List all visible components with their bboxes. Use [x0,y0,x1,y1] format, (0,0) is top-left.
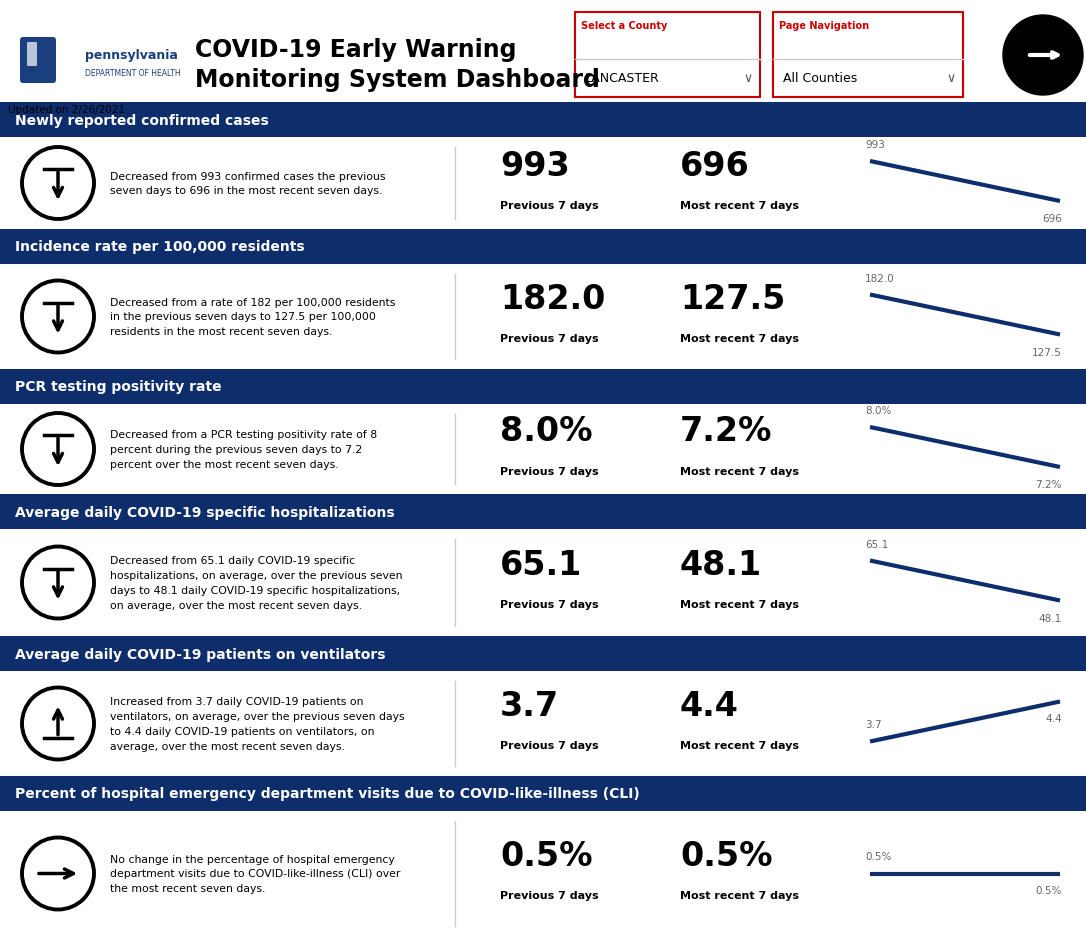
Text: ∨: ∨ [744,72,753,85]
Text: Most recent 7 days: Most recent 7 days [680,334,799,344]
Text: Most recent 7 days: Most recent 7 days [680,890,799,900]
Text: 696: 696 [680,150,749,183]
Text: 127.5: 127.5 [1032,347,1062,358]
Text: 7.2%: 7.2% [1035,479,1062,490]
Text: Decreased from 65.1 daily COVID-19 specific
hospitalizations, on average, over t: Decreased from 65.1 daily COVID-19 speci… [110,556,403,610]
Text: Previous 7 days: Previous 7 days [500,890,598,900]
Text: 0.5%: 0.5% [500,839,593,872]
FancyBboxPatch shape [0,103,1086,138]
Text: ∨: ∨ [946,72,956,85]
Text: 4.4: 4.4 [680,689,738,723]
FancyBboxPatch shape [0,138,1086,229]
Text: Increased from 3.7 daily COVID-19 patients on
ventilators, on average, over the : Increased from 3.7 daily COVID-19 patien… [110,696,405,751]
Text: Most recent 7 days: Most recent 7 days [680,600,799,610]
Text: 993: 993 [866,139,885,150]
FancyBboxPatch shape [0,229,1086,265]
Circle shape [22,688,94,760]
Text: Updated on 2/26/2021: Updated on 2/26/2021 [8,105,125,115]
Text: 0.5%: 0.5% [1036,885,1062,896]
Text: 7.2%: 7.2% [680,415,772,448]
Text: 127.5: 127.5 [680,283,785,315]
Circle shape [1003,16,1083,95]
Text: 182.0: 182.0 [866,273,895,284]
Text: All Counties: All Counties [783,72,857,85]
Text: 65.1: 65.1 [866,539,888,548]
Text: COVID-19 Early Warning
Monitoring System Dashboard: COVID-19 Early Warning Monitoring System… [195,37,599,93]
FancyBboxPatch shape [0,494,1086,530]
FancyBboxPatch shape [0,776,1086,812]
Text: Most recent 7 days: Most recent 7 days [680,740,799,751]
Circle shape [22,281,94,353]
Text: LANCASTER: LANCASTER [585,72,660,85]
FancyBboxPatch shape [0,636,1086,671]
Text: 4.4: 4.4 [1046,714,1062,724]
Text: pennsylvania: pennsylvania [85,49,178,62]
FancyBboxPatch shape [0,671,1086,776]
Text: Most recent 7 days: Most recent 7 days [680,201,799,211]
Text: 3.7: 3.7 [500,689,559,723]
Text: Newly reported confirmed cases: Newly reported confirmed cases [15,113,268,127]
Text: Decreased from 993 confirmed cases the previous
seven days to 696 in the most re: Decreased from 993 confirmed cases the p… [110,171,386,197]
Text: DEPARTMENT OF HEALTH: DEPARTMENT OF HEALTH [85,68,180,78]
Circle shape [22,148,94,220]
FancyBboxPatch shape [0,265,1086,370]
FancyBboxPatch shape [0,812,1086,936]
FancyBboxPatch shape [0,404,1086,494]
Circle shape [22,547,94,619]
Text: Select a County: Select a County [581,21,668,31]
Text: 0.5%: 0.5% [680,839,772,872]
Text: 65.1: 65.1 [500,548,582,581]
Text: Average daily COVID-19 specific hospitalizations: Average daily COVID-19 specific hospital… [15,505,394,519]
FancyBboxPatch shape [574,13,760,98]
Circle shape [22,838,94,910]
FancyBboxPatch shape [773,13,963,98]
Text: Previous 7 days: Previous 7 days [500,740,598,751]
Text: Incidence rate per 100,000 residents: Incidence rate per 100,000 residents [15,241,305,255]
Text: Previous 7 days: Previous 7 days [500,466,598,476]
Text: 3.7: 3.7 [866,720,882,730]
Text: 48.1: 48.1 [1038,613,1062,622]
Text: 48.1: 48.1 [680,548,762,581]
FancyBboxPatch shape [0,530,1086,636]
FancyBboxPatch shape [20,38,56,84]
Text: Average daily COVID-19 patients on ventilators: Average daily COVID-19 patients on venti… [15,647,386,661]
Text: Previous 7 days: Previous 7 days [500,334,598,344]
Text: 8.0%: 8.0% [866,405,892,416]
Text: 993: 993 [500,150,570,183]
Circle shape [22,414,94,486]
Text: Previous 7 days: Previous 7 days [500,201,598,211]
Text: 8.0%: 8.0% [500,415,593,448]
Text: 182.0: 182.0 [500,283,605,315]
Text: Most recent 7 days: Most recent 7 days [680,466,799,476]
Text: 0.5%: 0.5% [866,852,892,861]
FancyBboxPatch shape [27,43,37,67]
Text: Decreased from a rate of 182 per 100,000 residents
in the previous seven days to: Decreased from a rate of 182 per 100,000… [110,298,395,337]
Text: No change in the percentage of hospital emergency
department visits due to COVID: No change in the percentage of hospital … [110,854,401,893]
FancyBboxPatch shape [0,370,1086,404]
Text: Decreased from a PCR testing positivity rate of 8
percent during the previous se: Decreased from a PCR testing positivity … [110,430,377,469]
Text: Percent of hospital emergency department visits due to COVID-like-illness (CLI): Percent of hospital emergency department… [15,786,640,800]
Text: 696: 696 [1043,213,1062,224]
Text: Page Navigation: Page Navigation [779,21,869,31]
Text: Previous 7 days: Previous 7 days [500,600,598,610]
Text: PCR testing positivity rate: PCR testing positivity rate [15,380,222,394]
